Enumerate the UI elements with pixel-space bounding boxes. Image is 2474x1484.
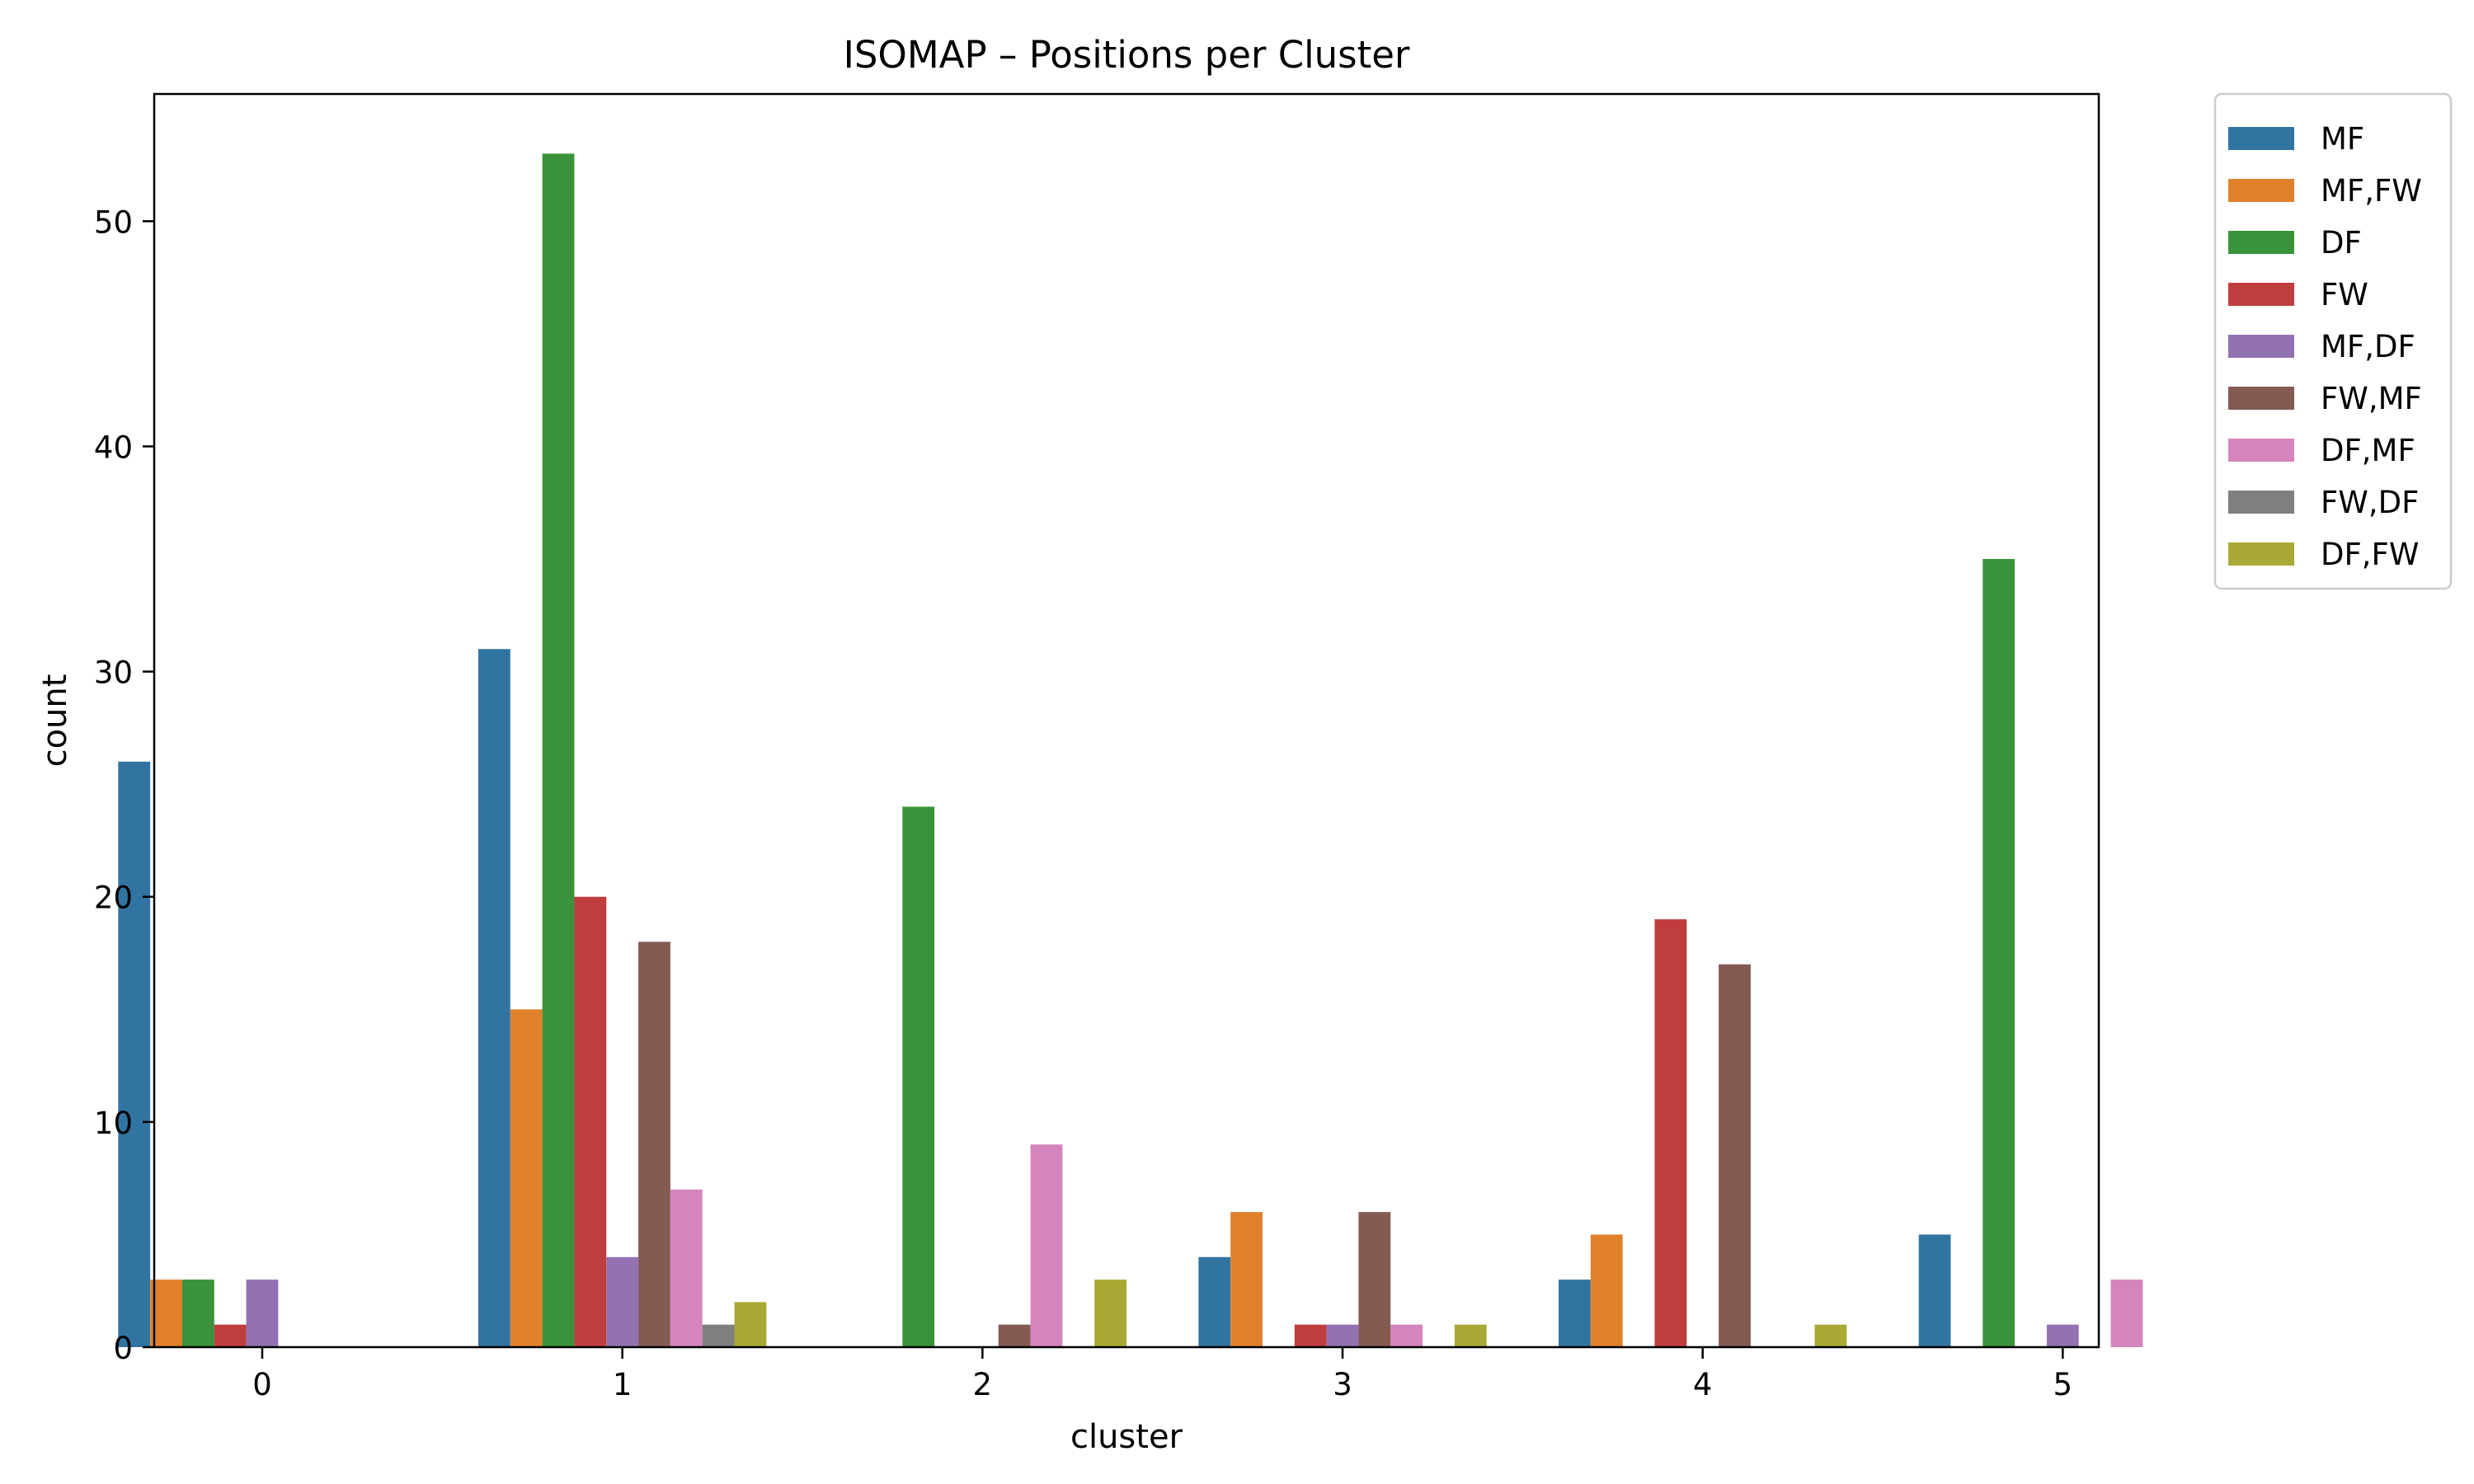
bar-mf-df-cluster-3 [1326,1324,1359,1347]
bar-fw-mf-cluster-1 [638,942,670,1347]
legend-label: MF,FW [2321,173,2422,209]
bar-df-mf-cluster-3 [1390,1324,1423,1347]
bar-fw-mf-cluster-4 [1719,964,1751,1347]
chart-title: ISOMAP – Positions per Cluster [844,33,1410,77]
y-tick-label: 30 [94,655,133,691]
legend-label: MF,DF [2321,329,2415,364]
bar-mf-cluster-0 [118,761,151,1347]
x-tick-label: 5 [2053,1367,2073,1402]
bar-df-cluster-2 [902,806,935,1347]
legend-label: MF [2321,121,2364,157]
bar-mf-cluster-4 [1559,1280,1591,1347]
y-tick-label: 0 [113,1331,133,1366]
bar-df-fw-cluster-2 [1094,1280,1126,1347]
legend-frame [2213,92,2453,590]
bar-fw-cluster-4 [1654,919,1687,1347]
bar-fw-df-cluster-1 [702,1324,735,1347]
legend-swatch [2228,439,2294,462]
bar-fw-mf-cluster-3 [1358,1212,1391,1347]
legend-swatch [2228,283,2294,306]
legend-swatch [2228,335,2294,358]
bar-mf-fw-cluster-0 [150,1280,182,1347]
legend-swatch [2228,179,2294,202]
legend-label: DF,MF [2321,433,2415,468]
bar-df-mf-cluster-2 [1030,1144,1063,1347]
bar-fw-cluster-3 [1294,1324,1327,1347]
bars-group [118,153,2143,1347]
legend-label: DF [2321,225,2362,261]
bar-df-mf-cluster-1 [670,1189,703,1347]
legend-swatch [2228,231,2294,254]
bar-fw-cluster-1 [574,896,607,1347]
bar-df-cluster-5 [1982,559,2015,1347]
bar-df-cluster-1 [542,153,575,1347]
x-tick-label: 2 [973,1367,993,1402]
bar-df-fw-cluster-1 [734,1302,767,1347]
bar-mf-cluster-1 [478,649,510,1347]
bar-mf-fw-cluster-1 [510,1009,543,1347]
legend-label: FW [2321,277,2368,312]
legend-label: FW,DF [2321,485,2419,520]
legend-swatch [2228,387,2294,410]
legend-swatch [2228,127,2294,150]
x-axis: 0 1 2 3 4 5 [252,1347,2072,1402]
bar-mf-fw-cluster-4 [1590,1234,1623,1347]
x-tick-label: 0 [252,1367,272,1402]
legend-label: DF,FW [2321,537,2419,572]
y-tick-label: 10 [94,1106,133,1141]
y-axis-label: count [36,674,74,768]
x-tick-label: 1 [613,1367,633,1402]
bar-mf-df-cluster-5 [2046,1324,2079,1347]
x-axis-label: cluster [1070,1418,1183,1456]
bar-mf-df-cluster-0 [246,1280,279,1347]
y-tick-label: 20 [94,881,133,916]
y-axis: 0 10 20 30 40 50 [94,204,154,1366]
y-tick-label: 40 [94,430,133,465]
bar-df-fw-cluster-4 [1814,1324,1847,1347]
bar-df-mf-cluster-5 [2110,1280,2143,1347]
bar-fw-mf-cluster-2 [998,1324,1031,1347]
bar-fw-cluster-0 [214,1324,247,1347]
legend-swatch [2228,542,2294,566]
x-tick-label: 3 [1333,1367,1352,1402]
legend-swatch [2228,491,2294,514]
legend-label: FW,MF [2321,381,2422,416]
x-tick-label: 4 [1693,1367,1713,1402]
bar-mf-cluster-3 [1198,1256,1231,1347]
bar-df-cluster-0 [181,1280,214,1347]
bar-df-fw-cluster-3 [1454,1324,1487,1347]
legend: MF MF,FW DF FW MF,DF FW,MF DF,MF FW,DF DF,FW [2213,92,2453,590]
plot-frame [153,92,2100,1349]
bar-mf-cluster-5 [1918,1234,1951,1347]
y-tick-label: 50 [94,204,133,240]
bar-mf-fw-cluster-3 [1230,1212,1263,1347]
bar-mf-df-cluster-1 [606,1256,639,1347]
